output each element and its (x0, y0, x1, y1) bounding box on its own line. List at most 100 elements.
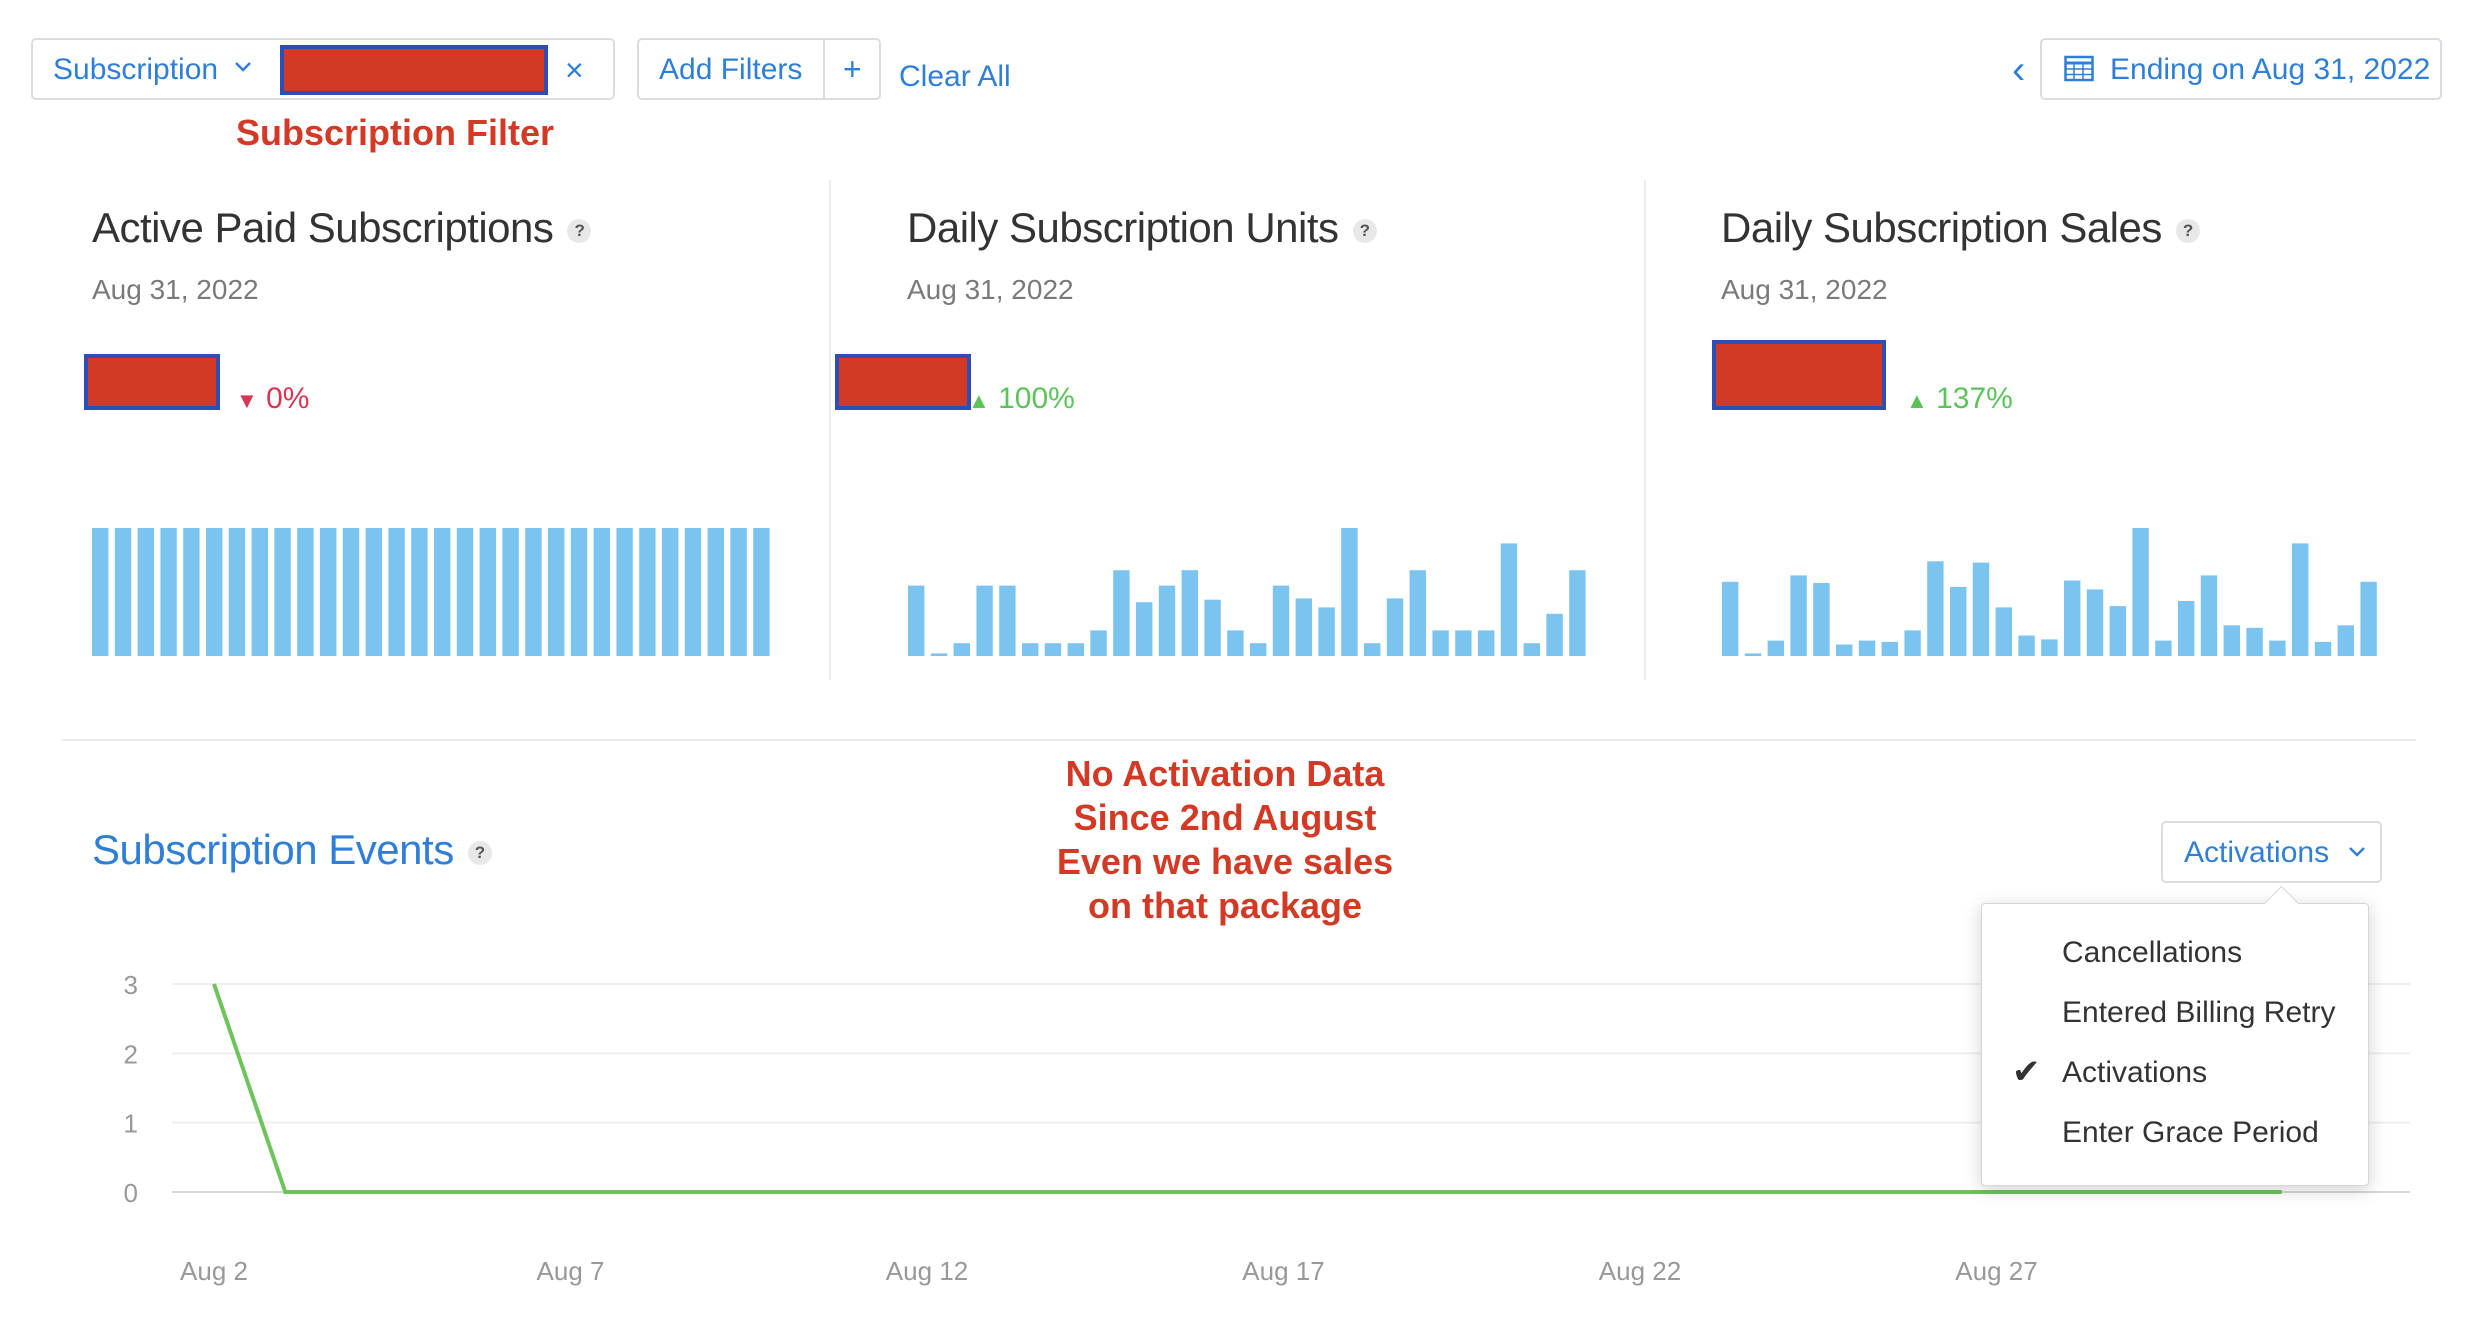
bar (908, 585, 925, 656)
bar (684, 528, 702, 656)
previous-period-icon[interactable]: ‹ (2012, 48, 2026, 92)
bar (206, 528, 223, 656)
bar (1181, 570, 1198, 656)
bar (2109, 606, 2126, 656)
x-tick-label: Aug 17 (1242, 1256, 1324, 1286)
active-subscriptions-bar-chart (92, 528, 770, 656)
bar (1950, 586, 1967, 656)
bar (297, 528, 314, 656)
menu-pointer (2263, 885, 2300, 922)
card-title-text: Daily Subscription Sales (1721, 204, 2162, 251)
annotation-line: Since 2nd August (1073, 797, 1377, 838)
daily-subscription-units-title: Daily Subscription Units? (907, 204, 1377, 252)
bar (1044, 643, 1062, 656)
chevron-down-icon (2347, 845, 2367, 864)
card-date: Aug 31, 2022 (92, 274, 259, 305)
help-icon[interactable]: ? (467, 840, 492, 865)
bar (1858, 640, 1876, 656)
bar (1341, 528, 1358, 656)
add-filters-button[interactable]: Add Filters + (637, 38, 881, 100)
bar (1386, 598, 1404, 656)
remove-filter-icon[interactable]: × (565, 52, 584, 88)
bar (1455, 630, 1472, 656)
bar (1995, 607, 2012, 656)
x-tick-label: Aug 22 (1599, 1256, 1681, 1286)
menu-item-entered-billing-retry[interactable]: Entered Billing Retry (1982, 984, 2368, 1044)
bar (1204, 599, 1221, 656)
bar (570, 528, 588, 656)
help-icon[interactable]: ? (1352, 218, 1377, 243)
metric-select-dropdown[interactable]: Activations (2161, 821, 2382, 883)
redacted-value (84, 354, 220, 410)
bar (548, 528, 565, 656)
activations-series-line (212, 983, 2282, 1194)
bar (616, 528, 633, 656)
menu-item-activations[interactable]: ✔ Activations (1982, 1044, 2368, 1104)
bar (1318, 607, 1335, 656)
bar (479, 528, 496, 656)
bar (1067, 643, 1084, 656)
bar (2200, 575, 2218, 656)
subscription-filter-label: Subscription (53, 53, 219, 86)
bar (1295, 598, 1312, 656)
card-date: Aug 31, 2022 (907, 274, 1074, 305)
bar (2086, 589, 2104, 656)
chevron-down-icon (233, 60, 253, 79)
y-tick-label: 3 (124, 970, 138, 1000)
bar (456, 528, 474, 656)
bar (2132, 528, 2149, 656)
bar (434, 528, 451, 656)
bar (1790, 575, 1807, 656)
add-filters-label: Add Filters (659, 53, 803, 86)
plus-icon: + (843, 51, 862, 87)
annotation-line: Even we have sales (1056, 841, 1394, 882)
date-range-button[interactable]: Ending on Aug 31, 2022 (2040, 38, 2442, 100)
daily-units-bar-chart (908, 528, 1586, 656)
help-icon[interactable]: ? (2175, 218, 2200, 243)
bar (1569, 570, 1586, 656)
delta-value: 0% (266, 382, 310, 415)
bar (1836, 644, 1853, 656)
bar (2178, 601, 2195, 656)
delta-down: ▼ 0% (236, 382, 309, 416)
daily-subscription-sales-title: Daily Subscription Sales? (1721, 204, 2200, 252)
metric-options-menu: Cancellations Entered Billing Retry ✔ Ac… (1981, 885, 2369, 1186)
delta-value: 137% (1936, 382, 2013, 415)
bar (1432, 630, 1449, 656)
events-title-text: Subscription Events (92, 826, 454, 873)
bar (1722, 581, 1739, 656)
bar (1113, 570, 1130, 656)
bar (137, 528, 154, 656)
bar (228, 528, 246, 656)
menu-item-label: Entered Billing Retry (2062, 996, 2336, 1029)
menu-item-enter-grace-period[interactable]: Enter Grace Period (1982, 1104, 2368, 1164)
bar (2246, 627, 2263, 656)
bar (1767, 640, 1784, 656)
bar (1227, 630, 1244, 656)
bar (1409, 570, 1426, 656)
redacted-value (1712, 340, 1886, 410)
menu-item-cancellations[interactable]: Cancellations (1982, 924, 2368, 984)
y-tick-label: 0 (124, 1178, 138, 1208)
bar (999, 585, 1016, 656)
bar (1158, 585, 1176, 656)
bar (114, 528, 132, 656)
bar (1927, 561, 1944, 656)
card-title-text: Active Paid Subscriptions (92, 204, 554, 251)
bar (2041, 639, 2058, 656)
metric-select-label: Activations (2184, 836, 2330, 869)
calendar-icon (2064, 54, 2094, 87)
clear-all-link[interactable]: Clear All (899, 60, 1011, 93)
bar (930, 653, 948, 656)
bar (160, 528, 177, 656)
bar (1904, 630, 1921, 656)
card-date: Aug 31, 2022 (1721, 274, 1888, 305)
help-icon[interactable]: ? (567, 218, 592, 243)
bar (183, 528, 200, 656)
menu-item-label: Cancellations (2062, 936, 2243, 969)
bar (2337, 625, 2354, 656)
checkmark-icon: ✔ (2012, 1053, 2041, 1091)
annotation-line: No Activation Data (1065, 753, 1385, 794)
up-triangle-icon: ▲ (1906, 388, 1928, 413)
bar (593, 528, 610, 656)
